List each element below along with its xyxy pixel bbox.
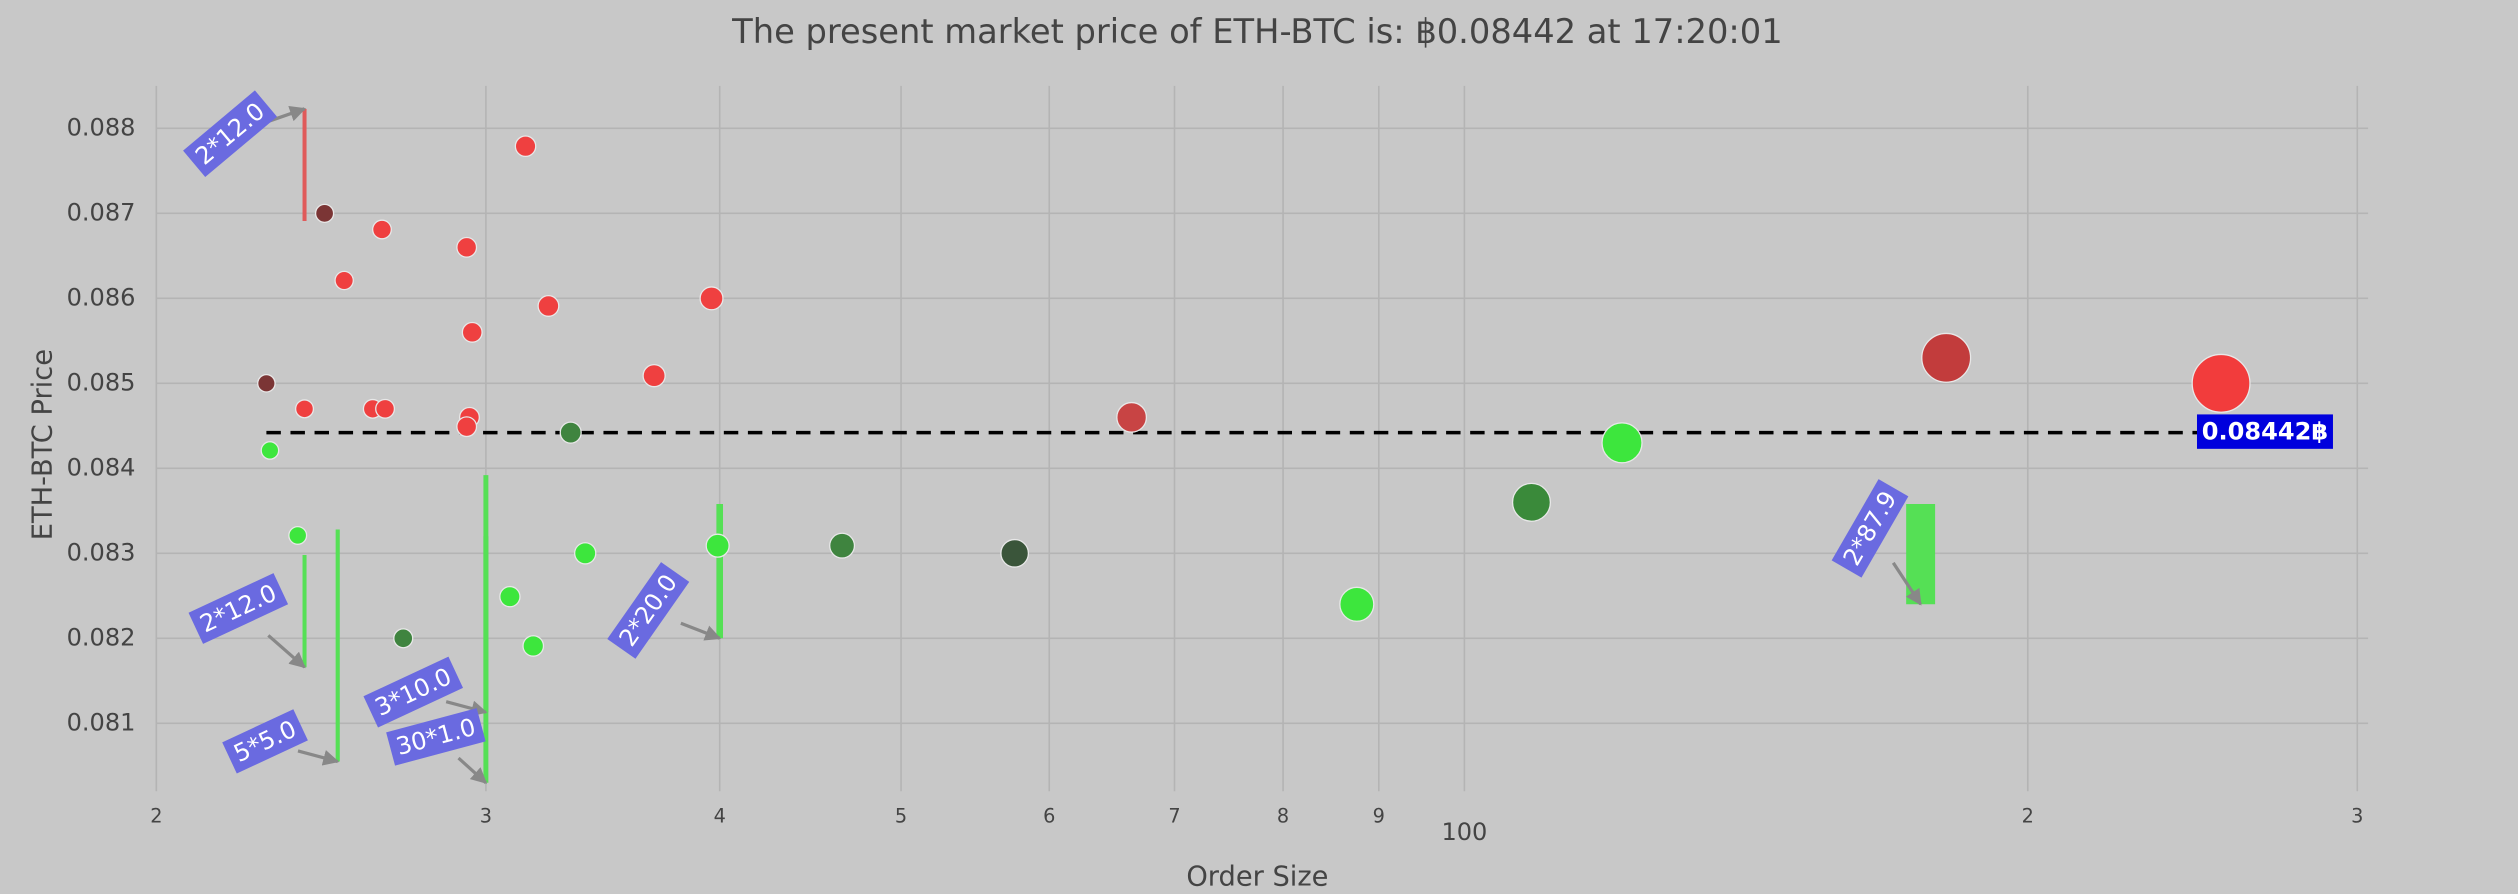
x-axis-title: Order Size [1186,861,1328,892]
grid: 2 3 4 5 6 7 8 9 100 2 3 0.081 0.082 0.083 0.084 0.085 0.… [67,85,2369,846]
order-point [829,532,856,559]
x-tick-label: 8 [1277,804,1289,827]
annotation-arrow [445,700,488,717]
x-tick-label: 6 [1043,804,1055,827]
x-tick-label: 2 [2022,804,2034,827]
order-point [257,374,276,393]
order-point [372,219,392,240]
chart-title: The present market price of ETH-BTC is: … [731,12,1782,51]
annotation-arrow [267,634,306,669]
x-tick-label: 3 [2351,804,2363,827]
annotation-box [183,90,278,178]
order-point [456,416,478,438]
order-point [295,399,315,419]
order-point [288,525,308,545]
order-point [2191,353,2251,413]
order-point [537,295,560,317]
order-point [574,542,597,565]
annotation-arrow [297,749,340,766]
annotation-box [1831,479,1909,578]
order-point [514,135,537,158]
order-point [334,270,354,291]
order-point [499,585,521,608]
price-tag: 0.08442฿ [2196,414,2333,449]
order-point [559,421,582,444]
order-point [1339,586,1375,622]
annotation-box [222,709,308,774]
price-tag-label: 0.08442฿ [2202,418,2328,446]
order-point [522,635,545,657]
x-tick-label: 3 [480,804,492,827]
y-tick-label: 0.083 [67,538,136,566]
order-point [375,398,396,419]
order-point [1511,482,1552,522]
y-tick-label: 0.081 [67,708,136,736]
order-point [260,441,280,460]
y-tick-label: 0.088 [67,113,136,141]
y-tick-label: 0.087 [67,198,136,226]
order-point [1116,401,1148,433]
y-tick-label: 0.082 [67,623,136,651]
order-point [699,286,724,311]
order-point [393,628,414,649]
price-tag-box [2196,414,2333,449]
order-point [461,321,483,343]
x-tick-label: 9 [1373,804,1385,827]
order-point [456,236,478,258]
order-point [1601,422,1643,464]
annotation-box [607,562,690,659]
order-point [314,203,335,223]
annotation-arrow [680,621,722,641]
order-point [1000,538,1030,568]
y-axis-title: ETH-BTC Price [27,349,58,540]
x-tick-label: 100 [1441,818,1487,846]
y-tick-label: 0.084 [67,453,136,481]
y-tick-label: 0.086 [67,283,136,311]
annotation-box [188,573,289,644]
x-tick-label: 7 [1168,804,1180,827]
x-tick-label: 5 [895,804,907,827]
order-point [1921,332,1972,383]
x-tick-label: 2 [150,804,162,827]
annotation-arrow [457,756,488,784]
x-tick-label: 4 [714,804,726,827]
order-point [642,364,666,388]
order-point [705,533,730,558]
annotation-arrow [1891,561,1922,606]
annotation-box [363,656,464,728]
annotation-box [386,708,486,766]
y-tick-label: 0.085 [67,368,136,396]
